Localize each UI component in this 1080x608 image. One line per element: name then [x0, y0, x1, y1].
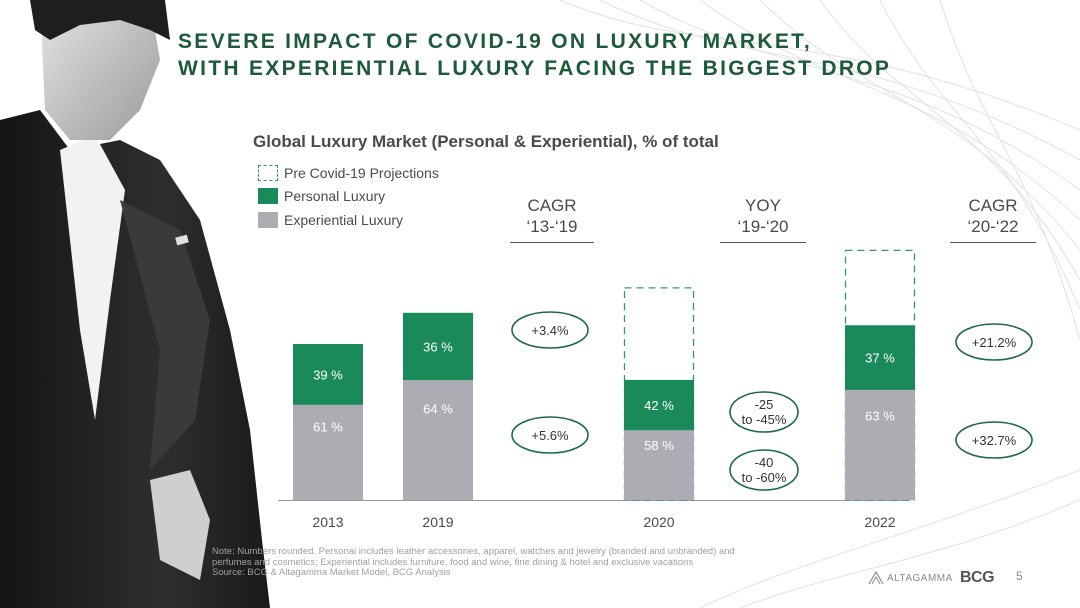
- growth-value-personal: +3.4%: [531, 323, 569, 338]
- chart-title: Global Luxury Market (Personal & Experie…: [253, 132, 719, 151]
- growth-value-experiential: +32.7%: [972, 433, 1017, 448]
- growth-header-yoy-19-20: YOY ‘19-‘20: [715, 195, 811, 237]
- bar-personal: [624, 379, 694, 431]
- growth-header-line2: ‘20-‘22: [967, 217, 1019, 236]
- bar-personal: [845, 325, 915, 390]
- altagamma-mark-icon: [868, 571, 884, 585]
- legend-label-experiential: Experiential Luxury: [284, 212, 404, 228]
- note-line2: perfumes and cosmetics; Experiential inc…: [212, 556, 694, 568]
- bcg-logo: BCG: [960, 569, 995, 586]
- altagamma-logo: ALTAGAMMA: [868, 571, 953, 585]
- x-tick-label: 2022: [864, 514, 895, 530]
- growth-value-experiential: +5.6%: [531, 428, 569, 443]
- legend-item-experiential: Experiential Luxury: [258, 210, 403, 230]
- data-label-experiential: 61 %: [313, 419, 343, 434]
- note-line1: Note: Numbers rounded. Personal includes…: [212, 546, 735, 557]
- bar-experiential: [845, 389, 915, 500]
- growth-value-personal: +21.2%: [972, 335, 1017, 350]
- bar-experiential: [624, 430, 694, 500]
- data-label-personal: 37 %: [865, 351, 895, 366]
- growth-header-line2: ‘19-‘20: [737, 217, 789, 236]
- growth-value-experiential: -40 to -60%: [742, 455, 787, 485]
- growth-header-cagr-13-19: CAGR ‘13-‘19: [504, 195, 600, 237]
- slide-title-line2: WITH EXPERIENTIAL LUXURY FACING THE BIGG…: [178, 57, 892, 80]
- growth-header-line1: CAGR: [527, 196, 577, 215]
- footnotes: Note: Numbers rounded. Personal includes…: [212, 546, 852, 579]
- model-photo: [0, 0, 270, 608]
- growth-bubble-personal: [955, 323, 1033, 361]
- growth-value-personal: -25 to -45%: [742, 397, 787, 427]
- legend-item-projection: Pre Covid-19 Projections: [258, 163, 439, 183]
- legend-swatch-experiential: [258, 212, 278, 228]
- data-label-personal: 42 %: [644, 398, 674, 413]
- legend-label-personal: Personal Luxury: [284, 188, 386, 204]
- source-line: Source: BCG & Altagamma Market Model, BC…: [212, 567, 451, 578]
- slide-title-line1: SEVERE IMPACT OF COVID-19 ON LUXURY MARK…: [178, 30, 813, 53]
- legend-swatch-personal: [258, 188, 278, 204]
- growth-header-rule: [720, 242, 806, 243]
- bar-experiential: [293, 404, 363, 500]
- data-label-experiential: 63 %: [865, 409, 895, 424]
- growth-bubble-experiential: [955, 421, 1033, 459]
- page-number: 5: [1016, 569, 1023, 583]
- x-tick-label: 2013: [312, 514, 343, 530]
- bar-personal: [403, 312, 473, 381]
- growth-bubble-personal: [511, 311, 589, 349]
- altagamma-logo-text: ALTAGAMMA: [887, 572, 953, 584]
- growth-bubble-experiential: [511, 416, 589, 454]
- bar-experiential: [403, 380, 473, 500]
- growth-header-rule: [510, 242, 594, 243]
- data-label-personal: 39 %: [313, 367, 343, 382]
- legend-swatch-projection: [258, 165, 278, 181]
- growth-header-line2: ‘13-‘19: [526, 217, 578, 236]
- legend-label-projection: Pre Covid-19 Projections: [284, 165, 439, 181]
- legend-item-personal: Personal Luxury: [258, 186, 385, 206]
- growth-header-cagr-20-22: CAGR ‘20-‘22: [945, 195, 1041, 237]
- growth-bubble-personal: [729, 391, 799, 433]
- data-label-experiential: 64 %: [423, 402, 453, 417]
- growth-header-rule: [950, 242, 1036, 243]
- x-tick-label: 2019: [422, 514, 453, 530]
- bar-personal: [293, 344, 363, 405]
- growth-header-line1: YOY: [745, 196, 781, 215]
- growth-header-line1: CAGR: [968, 196, 1018, 215]
- x-tick-label: 2020: [643, 514, 674, 530]
- growth-bubble-experiential: [729, 449, 799, 491]
- data-label-personal: 36 %: [423, 339, 453, 354]
- data-label-experiential: 58 %: [644, 438, 674, 453]
